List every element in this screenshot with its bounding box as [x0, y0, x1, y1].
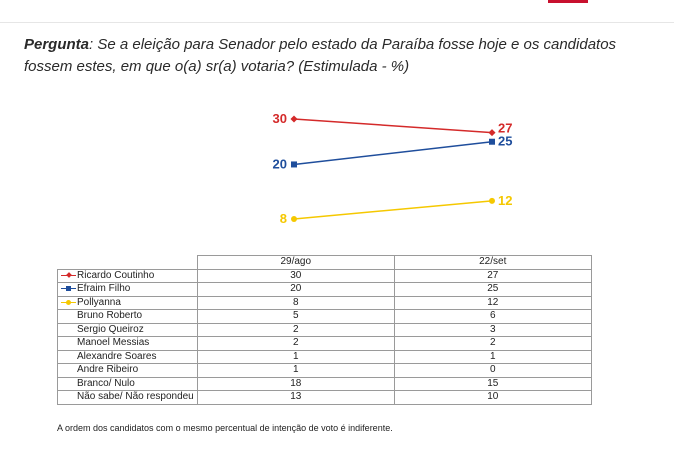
row-name: Efraim Filho	[77, 283, 131, 295]
row-label: Manoel Messias	[57, 336, 198, 351]
row-label: Pollyanna	[57, 295, 198, 310]
cell-29-ago: 30	[196, 268, 395, 283]
row-name: Pollyanna	[77, 296, 121, 308]
table-row: Não sabe/ Não respondeu 13 10	[57, 390, 592, 405]
row-name: Alexandre Soares	[77, 350, 157, 362]
row-label: Efraim Filho	[57, 282, 198, 297]
point-pollyanna-0	[291, 216, 297, 222]
cell-22-set: 15	[393, 376, 592, 391]
series-line-pollyanna	[293, 200, 493, 220]
cell-22-set: 3	[393, 322, 592, 337]
cell-29-ago: 1	[196, 349, 395, 364]
legend-key-square	[61, 285, 76, 293]
point-pollyanna-1	[489, 197, 495, 204]
cell-29-ago: 2	[196, 322, 395, 337]
row-label: Não sabe/ Não respondeu	[57, 390, 198, 405]
row-label: Branco/ Nulo	[57, 376, 198, 391]
cell-29-ago: 5	[196, 309, 395, 324]
cell-29-ago: 13	[196, 390, 395, 405]
brand-mark	[548, 0, 588, 3]
cell-22-set: 10	[393, 390, 592, 405]
table-row: Efraim Filho 20 25	[57, 282, 592, 297]
cell-22-set: 1	[393, 349, 592, 364]
table-row: Pollyanna 8 12	[57, 295, 592, 310]
cell-29-ago: 8	[196, 295, 395, 310]
point-efraim-filho-0	[291, 161, 297, 168]
cell-29-ago: 2	[196, 336, 395, 351]
series-line-efraim-filho	[293, 140, 493, 166]
table-row: Sergio Queiroz 2 3	[57, 322, 592, 337]
row-name: Andre Ribeiro	[77, 364, 139, 376]
table-row: Ricardo Coutinho 30 27	[57, 268, 592, 283]
point-ricardo-coutinho-0	[290, 115, 298, 123]
row-name: Bruno Roberto	[77, 310, 143, 322]
cell-29-ago: 1	[196, 363, 395, 378]
table-header-blank	[57, 255, 198, 270]
cell-29-ago: 20	[196, 282, 395, 297]
question-body: : Se a eleição para Senador pelo estado …	[24, 36, 617, 75]
table-row: Andre Ribeiro 1 0	[57, 363, 592, 378]
table-header-col2: 22/set	[393, 255, 592, 270]
row-label: Ricardo Coutinho	[57, 268, 198, 283]
data-label-pollyanna-1: 12	[498, 193, 512, 208]
point-efraim-filho-1	[489, 138, 495, 145]
row-label: Sergio Queiroz	[57, 322, 198, 337]
table-row: Branco/ Nulo 18 15	[57, 376, 592, 391]
data-label-ricardo-coutinho-1: 27	[498, 121, 512, 136]
table-header-col1: 29/ago	[196, 255, 395, 270]
header-rule	[0, 22, 674, 23]
series-line-ricardo-coutinho	[293, 118, 493, 134]
footnote: A ordem dos candidatos com o mesmo perce…	[57, 423, 393, 433]
row-name: Branco/ Nulo	[77, 377, 135, 389]
row-name: Não sabe/ Não respondeu	[77, 391, 194, 403]
point-ricardo-coutinho-1	[488, 129, 496, 137]
data-label-efraim-filho-1: 25	[498, 134, 512, 149]
cell-22-set: 2	[393, 336, 592, 351]
row-label: Andre Ribeiro	[57, 363, 198, 378]
table-row: Bruno Roberto 5 6	[57, 309, 592, 324]
legend-key-circle	[61, 298, 76, 306]
line-chart: 30 27 20 25 8 12	[273, 111, 513, 226]
row-name: Sergio Queiroz	[77, 323, 144, 335]
cell-22-set: 12	[393, 295, 592, 310]
question-text: Pergunta: Se a eleição para Senador pelo…	[24, 34, 654, 78]
cell-22-set: 25	[393, 282, 592, 297]
table-row: Alexandre Soares 1 1	[57, 349, 592, 364]
table-row: Manoel Messias 2 2	[57, 336, 592, 351]
row-label: Bruno Roberto	[57, 309, 198, 324]
results-table: 29/ago 22/set Ricardo Coutinho 30 27 Efraim…	[57, 255, 592, 405]
data-label-pollyanna-0: 8	[280, 211, 287, 226]
data-label-ricardo-coutinho-0: 30	[273, 111, 287, 126]
legend-key-diamond	[61, 271, 76, 279]
cell-22-set: 6	[393, 309, 592, 324]
table-header-row: 29/ago 22/set	[57, 255, 592, 270]
cell-22-set: 27	[393, 268, 592, 283]
row-name: Manoel Messias	[77, 337, 150, 349]
row-name: Ricardo Coutinho	[77, 269, 155, 281]
data-label-efraim-filho-0: 20	[273, 156, 287, 171]
row-label: Alexandre Soares	[57, 349, 198, 364]
cell-22-set: 0	[393, 363, 592, 378]
question-label: Pergunta	[24, 36, 90, 53]
cell-29-ago: 18	[196, 376, 395, 391]
